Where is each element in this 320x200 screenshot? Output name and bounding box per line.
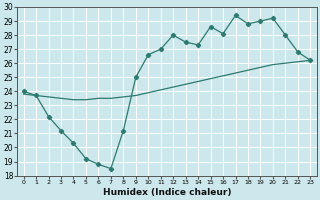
X-axis label: Humidex (Indice chaleur): Humidex (Indice chaleur) [103, 188, 231, 197]
